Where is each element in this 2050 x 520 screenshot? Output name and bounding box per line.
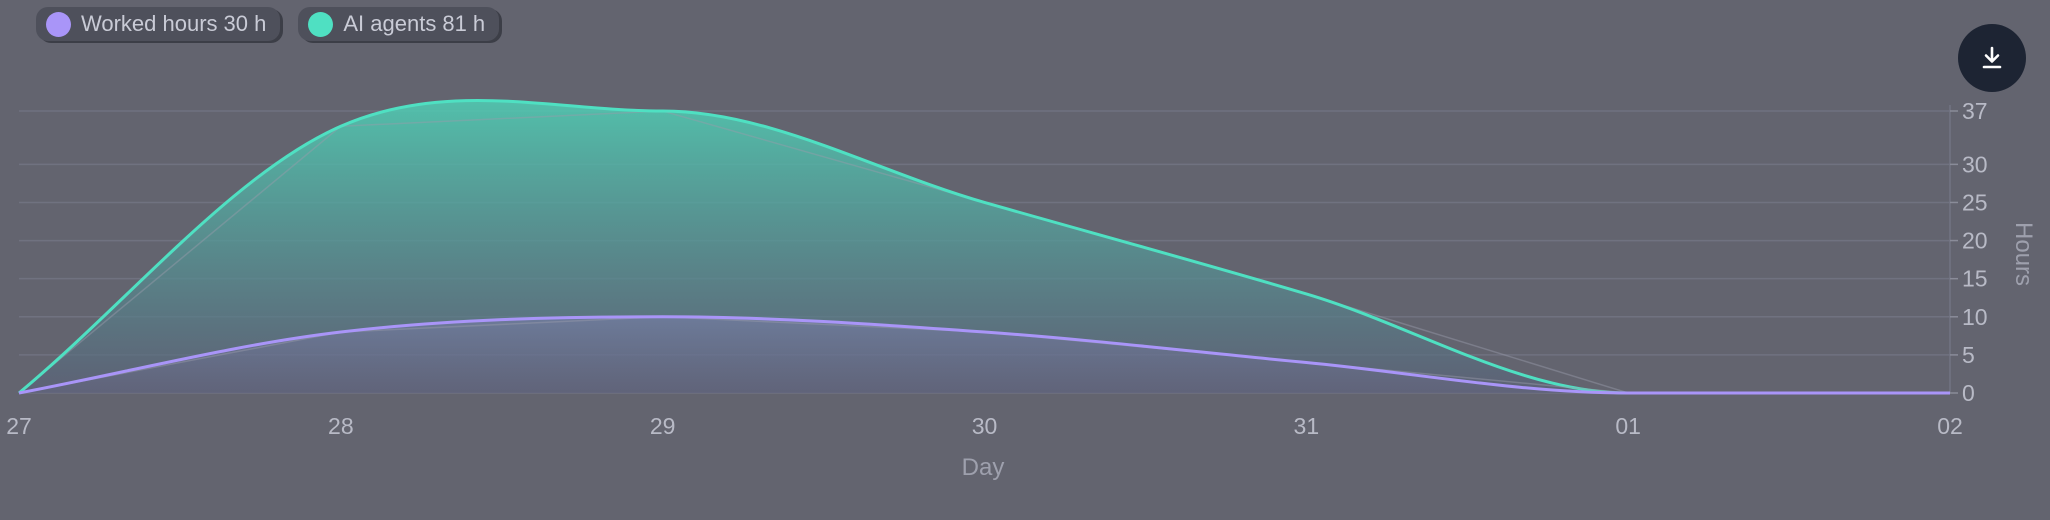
x-tick-label-02: 02 [1937, 413, 1963, 439]
legend-item-worked-hours[interactable]: Worked hours 30 h [36, 7, 281, 41]
x-tick-label-01: 01 [1615, 413, 1641, 439]
legend-item-ai-agents[interactable]: AI agents 81 h [298, 7, 500, 41]
y-tick-label-25: 25 [1962, 189, 1988, 215]
x-tick-label-31: 31 [1294, 413, 1320, 439]
y-tick-label-37: 37 [1962, 98, 1988, 124]
download-button[interactable] [1958, 24, 2026, 92]
x-tick-label-27: 27 [6, 413, 32, 439]
download-icon [1982, 46, 2002, 69]
y-tick-label-15: 15 [1962, 266, 1988, 292]
legend-label: Worked hours [81, 11, 218, 36]
x-tick-label-29: 29 [650, 413, 676, 439]
y-tick-label-20: 20 [1962, 228, 1988, 254]
legend-total: 81 h [442, 11, 486, 36]
x-axis-ticks: 27 28 29 30 31 01 02 [6, 413, 1963, 439]
y-tick-label-0: 0 [1962, 380, 1975, 406]
x-tick-label-30: 30 [972, 413, 998, 439]
legend-total: 30 h [223, 11, 267, 36]
worked-hours-area [19, 316, 1950, 393]
series-lines [18, 99, 1950, 395]
y-axis-title: Hours [2010, 222, 2037, 286]
x-axis-title: Day [962, 454, 1005, 481]
ai-agents-swatch [308, 11, 334, 37]
x-tick-label-28: 28 [328, 413, 354, 439]
legend-label: AI agents [343, 11, 437, 36]
y-tick-label-5: 5 [1962, 342, 1975, 368]
y-tick-label-30: 30 [1962, 151, 1988, 177]
chart-legend: Worked hours 30 h AI agents 81 h [36, 7, 500, 41]
worked-hours-line [18, 315, 1950, 395]
y-axis-ticks: 0 5 10 15 20 25 30 37 [1950, 98, 1988, 406]
y-tick-label-10: 10 [1962, 304, 1988, 330]
worked-hours-swatch [46, 11, 71, 37]
